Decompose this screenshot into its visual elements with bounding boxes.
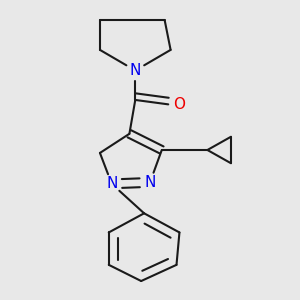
Text: N: N	[106, 176, 117, 191]
Text: N: N	[144, 175, 156, 190]
Text: O: O	[173, 97, 185, 112]
Text: N: N	[130, 63, 141, 78]
